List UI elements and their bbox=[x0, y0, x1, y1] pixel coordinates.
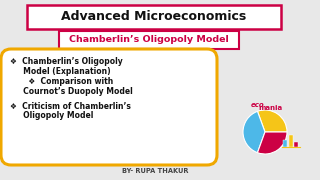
Wedge shape bbox=[258, 110, 287, 132]
Text: Model (Explanation): Model (Explanation) bbox=[10, 68, 111, 76]
FancyBboxPatch shape bbox=[27, 5, 281, 29]
Text: Chamberlin’s Oligopoly Model: Chamberlin’s Oligopoly Model bbox=[69, 35, 229, 44]
FancyBboxPatch shape bbox=[59, 31, 239, 49]
Text: BY- RUPA THAKUR: BY- RUPA THAKUR bbox=[122, 168, 188, 174]
Text: Cournot’s Duopoly Model: Cournot’s Duopoly Model bbox=[10, 87, 133, 96]
Wedge shape bbox=[243, 111, 265, 153]
Text: Oligopoly Model: Oligopoly Model bbox=[10, 111, 93, 120]
Text: ❖  Chamberlin’s Oligopoly: ❖ Chamberlin’s Oligopoly bbox=[10, 57, 123, 66]
Wedge shape bbox=[258, 132, 287, 154]
Text: eco: eco bbox=[251, 102, 265, 108]
Text: ❖  Comparison with: ❖ Comparison with bbox=[10, 78, 113, 87]
Bar bbox=[294, 142, 298, 147]
Text: mania: mania bbox=[258, 105, 282, 111]
Bar bbox=[283, 140, 287, 147]
Text: Advanced Microeconomics: Advanced Microeconomics bbox=[61, 10, 247, 24]
Bar bbox=[289, 135, 292, 147]
FancyBboxPatch shape bbox=[1, 49, 217, 165]
Text: ❖  Criticism of Chamberlin’s: ❖ Criticism of Chamberlin’s bbox=[10, 102, 131, 111]
